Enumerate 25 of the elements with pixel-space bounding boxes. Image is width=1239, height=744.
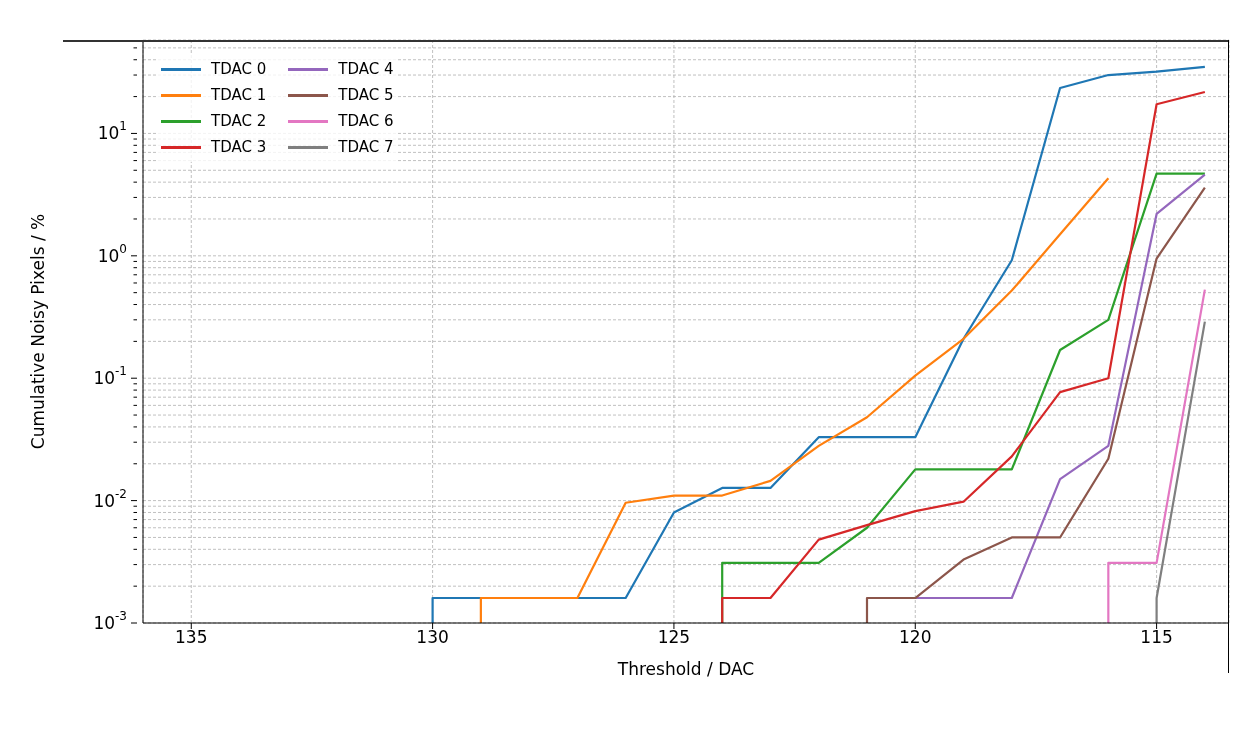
- line-series: [721, 90, 1206, 623]
- legend-label: TDAC 0: [211, 60, 267, 78]
- line-series: [865, 186, 1206, 623]
- line-series: [914, 173, 1206, 600]
- line-series: [479, 177, 1110, 623]
- x-axis-title: Threshold / DAC: [616, 659, 755, 679]
- legend-label: TDAC 2: [211, 112, 267, 130]
- y-tick-label: 10$^{0}$: [97, 241, 127, 266]
- x-tick-label: 115: [1140, 627, 1173, 648]
- y-tick-label: 10$^{-1}$: [93, 364, 127, 389]
- x-tick-label: 125: [657, 627, 691, 648]
- legend-label: TDAC 7: [338, 138, 394, 156]
- y-axis-title: Cumulative Noisy Pixels / %: [28, 213, 49, 450]
- y-tick-label: 10$^{1}$: [97, 119, 127, 144]
- line-series: [431, 65, 1206, 623]
- legend-label: TDAC 6: [338, 112, 394, 130]
- y-tick-label: 10$^{-3}$: [93, 609, 127, 633]
- x-tick-label: 135: [175, 627, 208, 648]
- legend-label: TDAC 5: [338, 86, 394, 104]
- legend-label: TDAC 3: [211, 138, 267, 156]
- legend-label: TDAC 4: [338, 60, 394, 78]
- legend-label: TDAC 1: [211, 86, 267, 104]
- y-tick-label: 10$^{-2}$: [93, 486, 127, 511]
- x-tick-label: 130: [416, 627, 449, 648]
- x-tick-label: 120: [899, 627, 932, 648]
